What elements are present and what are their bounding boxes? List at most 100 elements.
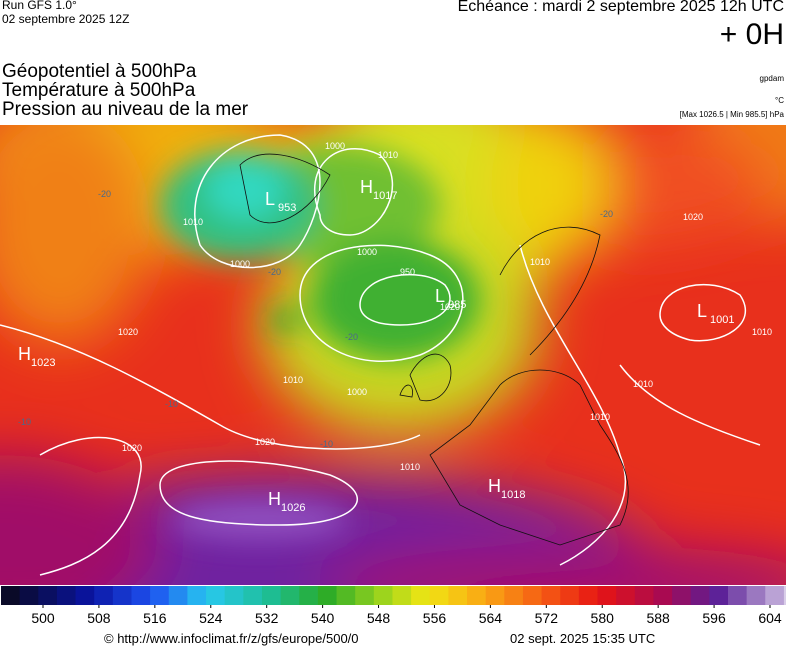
- title: Pression au niveau de la mer: [2, 99, 249, 120]
- pressure-center: L 953: [265, 189, 296, 214]
- unit: °C: [775, 96, 784, 105]
- isobar-label: 1000: [230, 259, 250, 269]
- colorbar-tick-label: 556: [423, 610, 447, 626]
- color-swatch: [522, 586, 543, 605]
- center-value: 1017: [373, 190, 397, 202]
- isobar-label: 1020: [440, 302, 460, 312]
- color-swatch: [392, 586, 412, 605]
- colorbar-tick-label: 580: [591, 610, 615, 626]
- pressure-center: H 1017: [360, 177, 397, 202]
- color-swatch: [187, 586, 207, 605]
- isobar-label: 1020: [122, 443, 142, 453]
- color-swatch: [467, 586, 487, 605]
- center-letter: H: [268, 489, 281, 509]
- color-swatch: [690, 586, 710, 605]
- color-swatch: [94, 586, 114, 605]
- isobars: [0, 134, 761, 576]
- coastlines: [239, 153, 629, 546]
- pressure-center: H 1023: [18, 344, 55, 369]
- colorbar-tick-label: 564: [479, 610, 503, 626]
- pressure-center: H 1026: [268, 489, 305, 514]
- color-swatch: [411, 586, 431, 605]
- colorbar-tick-label: 524: [199, 610, 223, 626]
- color-swatch: [280, 586, 300, 605]
- color-swatch: [728, 586, 748, 605]
- color-swatch: [485, 586, 505, 605]
- color-swatch: [1, 586, 21, 605]
- color-swatch: [765, 586, 785, 605]
- colorbar-tick-label: 572: [535, 610, 559, 626]
- center-value: 1001: [710, 314, 734, 326]
- temperature-label: -20: [345, 332, 358, 342]
- color-swatch: [429, 586, 449, 605]
- generated: 02 sept. 2025 15:35 UTC: [510, 631, 656, 646]
- colorbar-tick-label: 588: [646, 610, 670, 626]
- pressure-center: L 1001: [697, 301, 734, 326]
- center-value: 985: [448, 299, 466, 311]
- colorbar-tick-label: 516: [143, 610, 167, 626]
- color-swatch: [168, 586, 188, 605]
- lead-time: + 0H: [719, 18, 784, 51]
- color-swatch: [373, 586, 393, 605]
- color-swatch: [709, 586, 729, 605]
- color-swatch: [112, 586, 132, 605]
- color-swatch: [448, 586, 468, 605]
- color-swatch: [261, 586, 282, 605]
- center-letter: L: [265, 189, 275, 209]
- valid-time: Echéance : mardi 2 septembre 2025 12h UT…: [457, 0, 784, 15]
- temperature-label: -10: [18, 417, 31, 427]
- color-swatch: [56, 586, 77, 605]
- source: © http://www.infoclimat.fr/z/gfs/europe/…: [104, 631, 359, 646]
- run: Run GFS 1.0°: [2, 0, 77, 12]
- color-swatch: [504, 586, 524, 605]
- center-letter: L: [435, 286, 445, 306]
- color-swatch: [131, 586, 151, 605]
- color-swatch: [206, 586, 226, 605]
- center-letter: H: [18, 344, 31, 364]
- center-value: 1023: [31, 357, 55, 369]
- temperature-label: -10: [320, 439, 333, 449]
- colorbar: 500 508 516 524 532 540 548 556 564 572 580 588 596 6…: [1, 586, 786, 626]
- isobar-label: 1010: [752, 327, 772, 337]
- pressure-center: H 1018: [488, 476, 525, 501]
- center-value: 1026: [281, 502, 305, 514]
- title: Géopotentiel à 500hPa: [2, 61, 197, 82]
- isobar-label: 1000: [347, 387, 367, 397]
- temperature-label: -20: [268, 267, 281, 277]
- isobar-label: 1010: [378, 150, 398, 160]
- color-swatch: [336, 586, 356, 605]
- center-letter: L: [697, 301, 707, 321]
- colorbar-tick-label: 508: [87, 610, 111, 626]
- colorbar-tick-label: 500: [31, 610, 55, 626]
- color-swatch: [578, 586, 599, 605]
- center-value: 1018: [501, 489, 525, 501]
- color-swatch: [224, 586, 244, 605]
- color-swatch: [75, 586, 95, 605]
- color-swatch: [317, 586, 338, 605]
- color-swatch: [616, 586, 636, 605]
- title: Température à 500hPa: [2, 80, 196, 101]
- center-value: 953: [278, 202, 296, 214]
- isobar-label: 1010: [400, 462, 420, 472]
- colorbar-tick-label: 548: [367, 610, 391, 626]
- temperature-label: -10: [165, 399, 178, 409]
- color-swatch: [19, 586, 39, 605]
- isobar-label: 1010: [183, 217, 203, 227]
- color-swatch: [150, 586, 170, 605]
- color-swatch: [746, 586, 766, 605]
- isobar-label: 1010: [530, 257, 550, 267]
- isobar-label: 1010: [633, 379, 653, 389]
- unit: gpdam: [759, 74, 784, 83]
- run-date: 02 septembre 2025 12Z: [2, 12, 130, 26]
- isobar-label: 1000: [325, 141, 345, 151]
- color-swatch: [560, 586, 580, 605]
- color-swatch: [653, 586, 673, 605]
- isobar-label: 1000: [357, 247, 377, 257]
- isobar-label: 950: [400, 267, 415, 277]
- isobar-label: 1010: [590, 412, 610, 422]
- colorbar-tick-label: 604: [758, 610, 782, 626]
- color-swatch: [299, 586, 319, 605]
- color-swatch: [541, 586, 561, 605]
- color-swatch: [597, 586, 617, 605]
